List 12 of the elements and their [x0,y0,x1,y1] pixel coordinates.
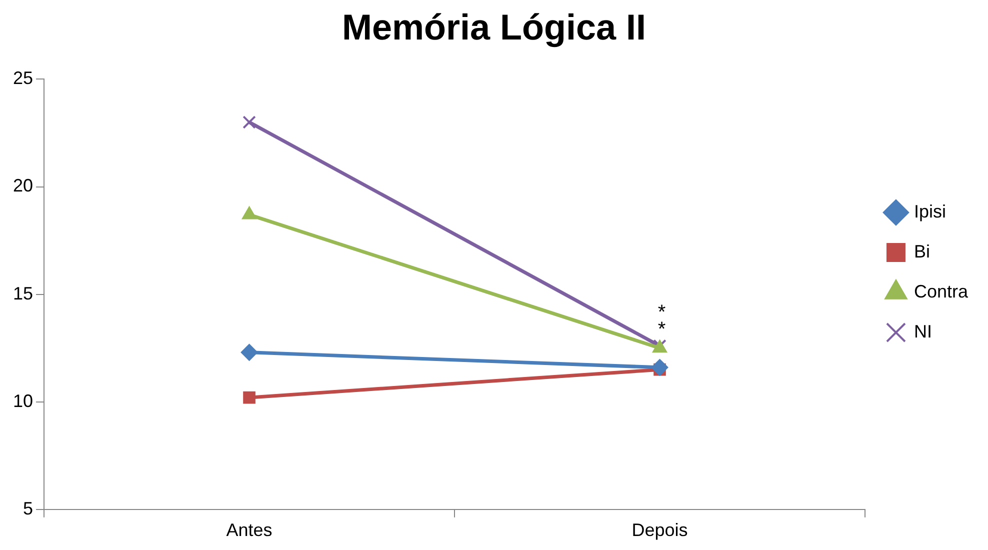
y-tick-label: 25 [12,68,34,88]
y-tick-label: 5 [23,498,34,518]
legend-label: Ipisi [914,201,946,222]
chart-title: Memória Lógica II [342,6,646,48]
legend-label: Bi [914,241,930,262]
legend-label: Contra [914,281,969,302]
y-tick-label: 15 [12,283,34,304]
y-tick-label: 20 [12,176,34,196]
x-tick-label: Depois [632,520,688,540]
legend-label: NI [914,321,932,342]
y-tick-label: 10 [12,390,34,411]
x-tick-label: Antes [226,520,272,540]
